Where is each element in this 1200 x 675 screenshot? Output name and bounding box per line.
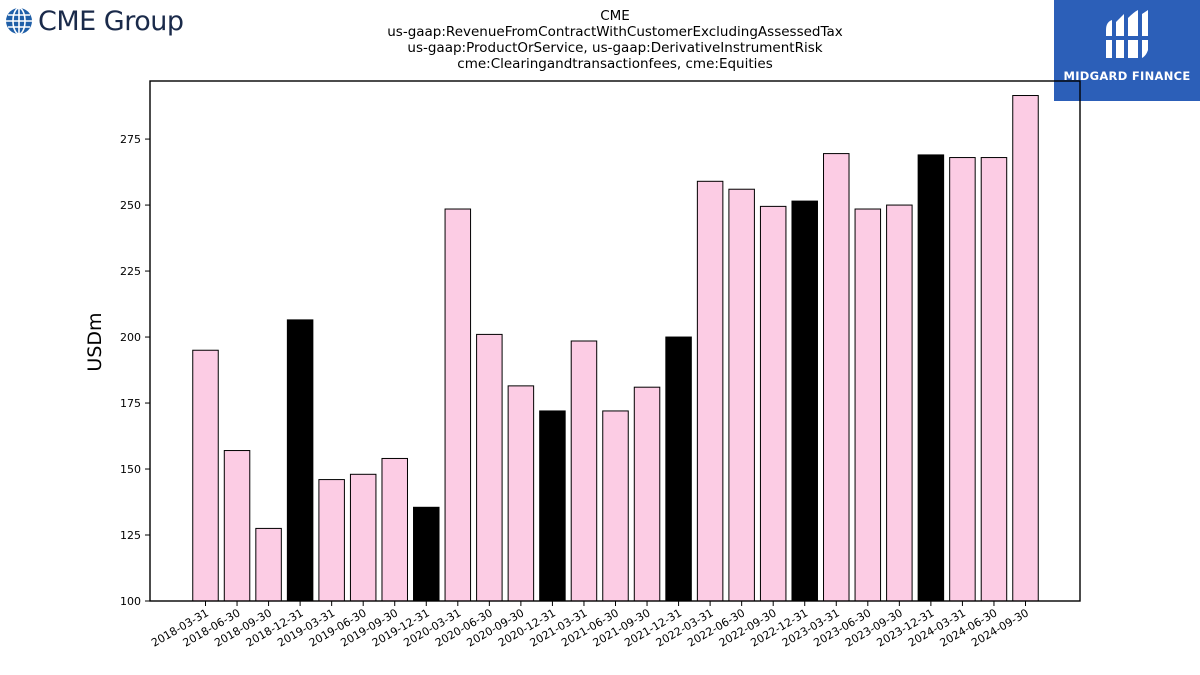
bar-2021-12-31	[665, 336, 692, 602]
bar-2022-06-30	[728, 188, 755, 602]
bar-2019-03-31	[318, 479, 345, 602]
bar-2018-03-31	[192, 349, 219, 602]
y-tick-label: 125	[120, 529, 141, 542]
bar-2019-06-30	[349, 473, 377, 602]
bar-2022-09-30	[759, 205, 787, 602]
bar-2022-03-31	[696, 180, 724, 602]
y-tick-label: 175	[120, 397, 141, 410]
bar-2023-03-31	[823, 153, 850, 602]
bar-2023-12-31	[917, 154, 945, 602]
chart-title-line-4: cme:Clearingandtransactionfees, cme:Equi…	[457, 56, 772, 72]
bar-2019-09-30	[381, 457, 408, 602]
bar-2023-09-30	[886, 204, 913, 602]
midgard-emblem-icon	[1104, 10, 1150, 58]
y-axis-label: USDm	[84, 312, 106, 371]
bar-series	[192, 95, 1039, 602]
y-tick-label: 200	[120, 331, 141, 344]
bar-2021-09-30	[633, 386, 661, 602]
bar-2018-12-31	[286, 319, 314, 602]
y-tick-label: 100	[120, 595, 141, 608]
bar-2018-06-30	[223, 450, 251, 602]
globe-icon	[6, 7, 32, 35]
bar-2021-06-30	[602, 410, 629, 602]
bar-2020-12-31	[539, 410, 566, 602]
y-tick-label: 225	[120, 265, 141, 278]
bar-2018-09-30	[255, 527, 282, 602]
bar-2022-12-31	[791, 200, 818, 602]
x-axis-ticks: 2018-03-312018-06-302018-09-302018-12-31…	[149, 601, 1031, 650]
chart-title: CME us-gaap:RevenueFromContractWithCusto…	[387, 8, 843, 72]
midgard-finance-logo: MIDGARD FINANCE	[1054, 0, 1200, 101]
bar-2020-06-30	[476, 333, 503, 602]
bar-2024-03-31	[949, 157, 976, 602]
y-tick-label: 150	[120, 463, 141, 476]
cme-group-logo: CME Group	[4, 4, 184, 38]
y-tick-label: 275	[120, 133, 141, 146]
bar-2021-03-31	[570, 340, 598, 602]
y-tick-label: 250	[120, 199, 141, 212]
midgard-finance-wordmark: MIDGARD FINANCE	[1063, 69, 1191, 83]
chart-title-line-1: CME	[600, 8, 630, 24]
plot-frame	[149, 80, 1081, 602]
bar-2020-03-31	[444, 208, 472, 602]
chart-title-line-3: us-gaap:ProductOrService, us-gaap:Deriva…	[407, 40, 822, 56]
bar-2020-09-30	[507, 385, 535, 602]
bar-2024-09-30	[1012, 95, 1039, 602]
chart-title-line-2: us-gaap:RevenueFromContractWithCustomerE…	[387, 24, 843, 40]
cme-group-wordmark: CME Group	[38, 5, 184, 37]
y-axis-ticks: 100 125 150 175 200 225 250 275	[120, 133, 150, 608]
bar-2019-12-31	[413, 506, 440, 602]
bar-2024-06-30	[980, 157, 1008, 602]
bar-2023-06-30	[854, 208, 882, 602]
